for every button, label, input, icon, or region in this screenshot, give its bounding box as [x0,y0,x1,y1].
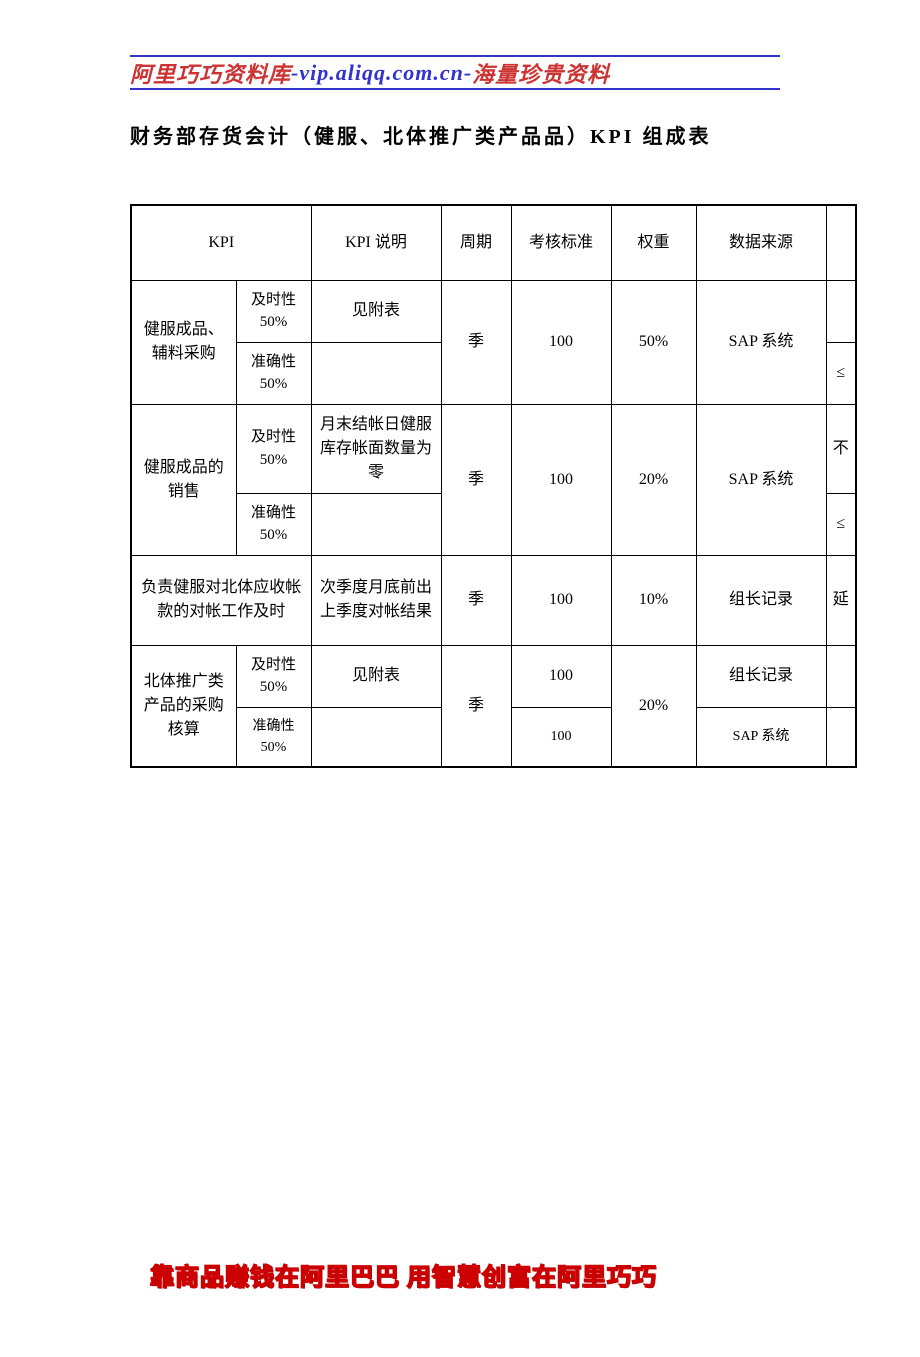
cell-sub: 及时性50% [236,280,311,342]
cell-extra: ≤ [826,342,856,404]
cell-weight: 50% [611,280,696,404]
cell-desc [311,493,441,555]
page-title: 财务部存货会计（健服、北体推广类产品品）KPI 组成表 [130,120,920,149]
header-standard: 考核标准 [511,205,611,280]
banner-dash-2: - [464,60,472,86]
banner-text-2: vip.aliqq.com.cn [299,60,463,86]
table-header-row: KPI KPI 说明 周期 考核标准 权重 数据来源 [131,205,856,280]
cell-kpi: 负责健服对北体应收帐款的对帐工作及时 [131,555,311,645]
header-kpi: KPI [131,205,311,280]
cell-kpi: 健服成品、辅料采购 [131,280,236,404]
header-desc: KPI 说明 [311,205,441,280]
cell-weight: 10% [611,555,696,645]
header-extra [826,205,856,280]
cell-period: 季 [441,645,511,767]
cell-source: SAP 系统 [696,280,826,404]
cell-extra [826,280,856,342]
header-source: 数据来源 [696,205,826,280]
cell-extra: 不 [826,404,856,493]
cell-kpi: 北体推广类产品的采购核算 [131,645,236,767]
cell-weight: 20% [611,404,696,555]
cell-sub: 准确性50% [236,707,311,767]
cell-standard: 100 [511,707,611,767]
table-row: 健服成品的销售 及时性50% 月末结帐日健服库存帐面数量为零 季 100 20%… [131,404,856,493]
banner-text-1: 阿里巧巧资料库 [130,57,291,89]
cell-weight: 20% [611,645,696,767]
cell-standard: 100 [511,555,611,645]
cell-standard: 100 [511,280,611,404]
cell-desc: 见附表 [311,645,441,707]
banner-text-3: 海量珍贵资料 [472,57,610,89]
cell-extra [826,707,856,767]
cell-extra [826,645,856,707]
cell-extra: ≤ [826,493,856,555]
cell-kpi: 健服成品的销售 [131,404,236,555]
cell-extra: 延 [826,555,856,645]
cell-period: 季 [441,404,511,555]
footer-text: 靠商品赚钱在阿里巴巴 用智慧创富在阿里巧巧 [150,1265,657,1291]
cell-sub: 及时性50% [236,404,311,493]
cell-period: 季 [441,280,511,404]
cell-source: 组长记录 [696,645,826,707]
cell-desc [311,342,441,404]
cell-desc: 次季度月底前出上季度对帐结果 [311,555,441,645]
kpi-table: KPI KPI 说明 周期 考核标准 权重 数据来源 健服成品、辅料采购 及时性… [130,204,857,768]
footer-banner: 靠商品赚钱在阿里巴巴 用智慧创富在阿里巧巧 [150,1257,657,1292]
table-row: 北体推广类产品的采购核算 及时性50% 见附表 季 100 20% 组长记录 [131,645,856,707]
cell-period: 季 [441,555,511,645]
cell-source: SAP 系统 [696,707,826,767]
cell-desc [311,707,441,767]
cell-source: SAP 系统 [696,404,826,555]
cell-sub: 准确性50% [236,342,311,404]
table-row: 健服成品、辅料采购 及时性50% 见附表 季 100 50% SAP 系统 [131,280,856,342]
cell-sub: 准确性50% [236,493,311,555]
header-banner: 阿里巧巧资料库 - vip.aliqq.com.cn - 海量珍贵资料 [130,55,780,90]
table-row: 负责健服对北体应收帐款的对帐工作及时 次季度月底前出上季度对帐结果 季 100 … [131,555,856,645]
header-period: 周期 [441,205,511,280]
cell-sub: 及时性50% [236,645,311,707]
cell-standard: 100 [511,645,611,707]
header-weight: 权重 [611,205,696,280]
banner-dash-1: - [291,60,299,86]
cell-source: 组长记录 [696,555,826,645]
cell-desc: 月末结帐日健服库存帐面数量为零 [311,404,441,493]
cell-desc: 见附表 [311,280,441,342]
cell-standard: 100 [511,404,611,555]
